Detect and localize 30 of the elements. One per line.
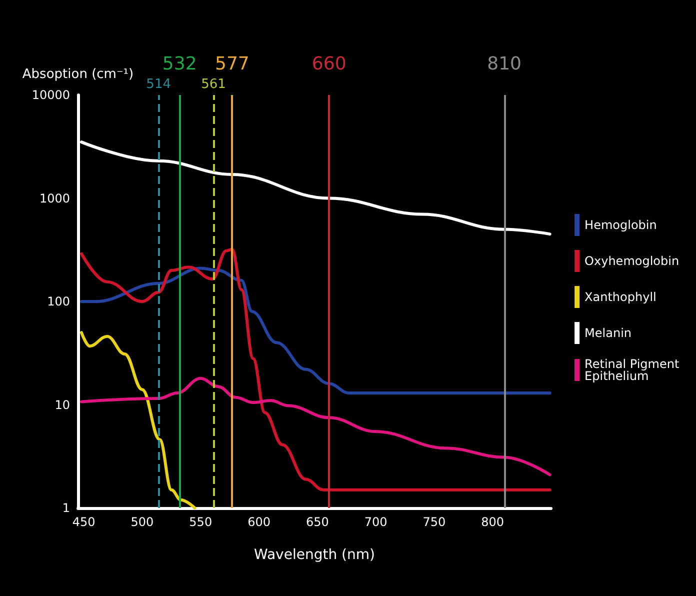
x-tick-label: 500: [130, 515, 154, 529]
line-series: [80, 376, 552, 476]
ref-line-label: 577: [214, 54, 250, 74]
ref-line-label: 660: [312, 54, 346, 74]
ref-line-label: 514: [146, 77, 171, 92]
x-axis-title: Wavelength (nm): [254, 547, 375, 563]
ref-line-label: 810: [487, 54, 522, 74]
x-tick-label: 450: [72, 515, 96, 529]
legend-label: Oxyhemoglobin: [584, 254, 680, 268]
y-tick-label: 10000: [32, 88, 70, 102]
legend-label: Melanin: [584, 326, 632, 340]
y-tick-label: 1000: [39, 191, 70, 206]
x-tick-label: 700: [364, 515, 388, 529]
line-series: [80, 331, 196, 510]
x-tick-label: 800: [481, 515, 504, 529]
ref-line-label: 532: [162, 54, 197, 74]
y-axis-title: Absoption (cm⁻¹): [22, 67, 134, 82]
line-series: [80, 248, 552, 492]
ref-line-label: 561: [201, 77, 226, 92]
x-tick-label: 650: [306, 515, 329, 529]
x-tick-label: 750: [422, 515, 446, 529]
x-tick-label: 550: [189, 515, 212, 529]
line-series: [80, 266, 552, 394]
y-tick-label: 10: [54, 398, 70, 412]
legend-label: Hemoglobin: [584, 218, 657, 232]
legend-label: Retinal Pigment Epithelium: [584, 357, 684, 383]
legend-label: Xanthophyll: [584, 290, 656, 304]
x-tick-label: 600: [248, 515, 270, 529]
y-tick-label: 100: [47, 294, 70, 308]
y-tick-label: 1: [62, 501, 70, 515]
